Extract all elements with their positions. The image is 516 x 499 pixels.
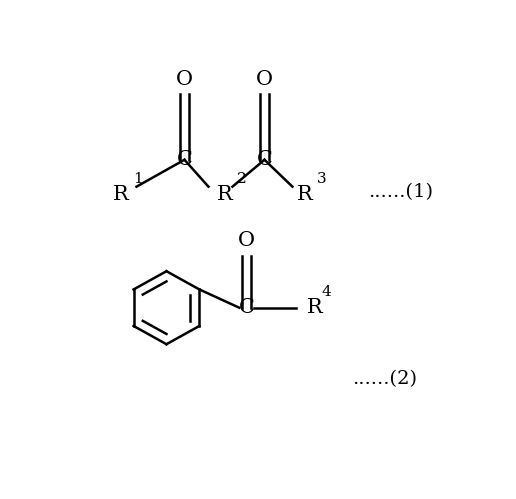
Text: O: O [176, 70, 193, 89]
Text: 4: 4 [321, 285, 331, 299]
Text: R: R [217, 185, 232, 204]
Text: R: R [297, 185, 312, 204]
Text: R: R [112, 185, 128, 204]
Text: C: C [238, 298, 254, 317]
Text: O: O [238, 231, 255, 250]
Text: O: O [256, 70, 273, 89]
Text: C: C [176, 150, 192, 169]
Text: 3: 3 [317, 172, 327, 186]
Text: ......(2): ......(2) [352, 370, 417, 388]
Text: 2: 2 [237, 172, 247, 186]
Text: ......(1): ......(1) [368, 184, 433, 202]
Text: R: R [307, 298, 322, 317]
Text: C: C [256, 150, 272, 169]
Text: 1: 1 [133, 172, 143, 186]
